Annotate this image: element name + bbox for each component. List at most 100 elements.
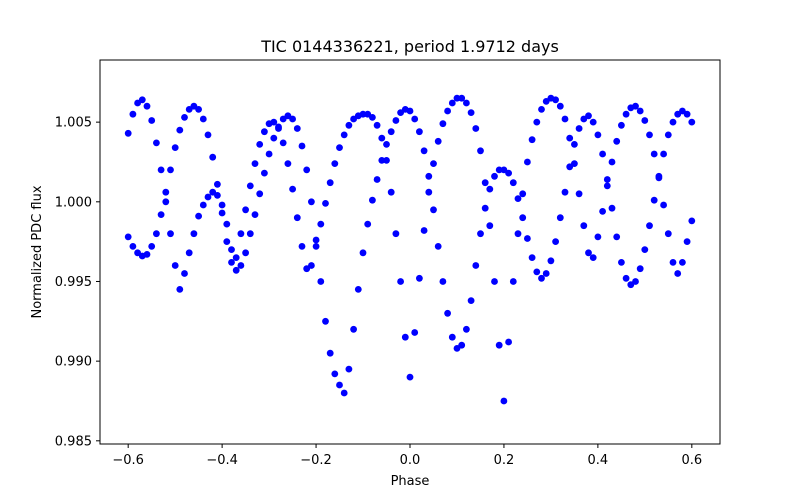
data-point-branch-b [373, 176, 381, 183]
data-point-branch-b [547, 257, 555, 265]
data-point-branch-b [129, 243, 137, 250]
data-point-branch-a [622, 110, 630, 118]
data-point-branch-b [392, 117, 400, 124]
data-point-branch-a [331, 160, 339, 168]
data-point-branch-a [467, 109, 475, 116]
x-tick-label: 0.6 [681, 453, 702, 468]
data-point-branch-b [622, 274, 630, 282]
data-point-branch-b [317, 278, 325, 285]
data-point-branch-b [232, 266, 240, 274]
data-point-branch-b [406, 107, 414, 115]
data-point-branch-b [242, 249, 250, 257]
data-point-branch-a [261, 128, 268, 136]
data-point-branch-b [608, 204, 616, 212]
y-tick-label: 1.005 [55, 116, 92, 131]
data-point-branch-a [176, 286, 184, 293]
data-point-branch-a [383, 157, 390, 164]
data-point-branch-b [256, 190, 264, 198]
data-point-branch-b [486, 185, 494, 193]
data-point-branch-a [585, 249, 592, 257]
data-point-branch-b [326, 349, 334, 357]
data-point-branch-b [613, 233, 621, 241]
data-point-branch-b [589, 118, 597, 126]
data-point-branch-a [289, 185, 296, 193]
data-point-branch-a [448, 99, 456, 107]
data-point-branch-a [345, 121, 353, 129]
data-point-branch-a [580, 222, 588, 230]
y-tick-label: 0.985 [55, 434, 92, 449]
data-point-branch-a [486, 222, 494, 230]
data-point-branch-b [359, 249, 367, 257]
data-point-branch-b [167, 166, 174, 174]
data-point-branch-b [237, 262, 245, 269]
data-point-branch-b [270, 134, 278, 142]
data-point-branch-a [308, 262, 315, 269]
data-point-branch-a [434, 137, 442, 145]
data-point-branch-a [148, 117, 156, 124]
data-point-branch-b [251, 211, 259, 219]
data-point-branch-b [336, 381, 343, 389]
data-point-branch-b [650, 196, 658, 204]
data-points-layer [124, 94, 696, 405]
data-point-branch-b [171, 144, 179, 152]
data-point-branch-a [171, 262, 179, 269]
x-tick-label: 0.4 [588, 453, 609, 468]
data-point-branch-a [242, 206, 250, 214]
data-point-branch-b [505, 169, 512, 177]
data-point-branch-b [688, 118, 696, 126]
data-point-branch-b [618, 259, 625, 266]
data-point-branch-b [603, 176, 611, 183]
data-point-branch-a [143, 102, 151, 110]
data-point-branch-a [603, 182, 611, 190]
data-point-branch-b [542, 270, 550, 277]
data-point-branch-a [514, 230, 522, 238]
data-point-branch-a [571, 160, 578, 168]
data-point-branch-a [613, 137, 621, 145]
data-point-branch-a [279, 139, 287, 147]
data-point-branch-b [448, 333, 456, 341]
data-point-branch-a [618, 121, 625, 129]
data-point-branch-a [340, 131, 348, 139]
data-point-branch-b [153, 230, 160, 238]
data-point-branch-b [538, 274, 545, 282]
data-point-branch-a [495, 341, 503, 349]
data-point-branch-b [430, 206, 437, 214]
data-point-branch-b [369, 196, 376, 204]
data-point-branch-a [646, 131, 653, 139]
data-point-branch-b [439, 278, 447, 285]
data-point-branch-b [228, 259, 235, 266]
data-point-branch-a [500, 397, 508, 405]
y-tick-label: 0.990 [55, 355, 92, 370]
data-point-branch-a [556, 102, 564, 110]
data-point-branch-b [552, 238, 559, 246]
data-point-branch-b [148, 243, 156, 250]
data-point-branch-a [528, 136, 536, 144]
data-point-branch-b [181, 114, 188, 121]
data-point-branch-a [641, 117, 649, 124]
data-point-branch-a [411, 329, 419, 336]
data-point-branch-a [129, 110, 137, 118]
data-point-branch-b [303, 166, 311, 174]
data-point-branch-b [556, 214, 564, 222]
data-point-branch-a [481, 179, 489, 187]
data-point-branch-b [298, 142, 306, 150]
data-point-branch-a [674, 270, 682, 277]
data-point-branch-b [246, 230, 254, 238]
data-point-branch-a [472, 125, 480, 132]
data-point-branch-a [387, 188, 395, 196]
data-point-branch-b [143, 251, 151, 258]
data-point-branch-a [270, 118, 278, 126]
data-point-branch-a [185, 249, 193, 257]
data-point-branch-a [439, 120, 447, 128]
data-point-branch-b [528, 254, 536, 261]
data-point-branch-b [425, 172, 433, 180]
data-point-branch-b [387, 128, 395, 136]
data-point-branch-a [509, 278, 517, 285]
data-point-branch-a [199, 201, 207, 209]
data-point-branch-b [519, 214, 527, 222]
data-point-branch-b [204, 131, 212, 139]
data-point-branch-a [401, 333, 409, 341]
data-point-branch-a [251, 160, 259, 168]
data-point-branch-a [416, 274, 423, 282]
